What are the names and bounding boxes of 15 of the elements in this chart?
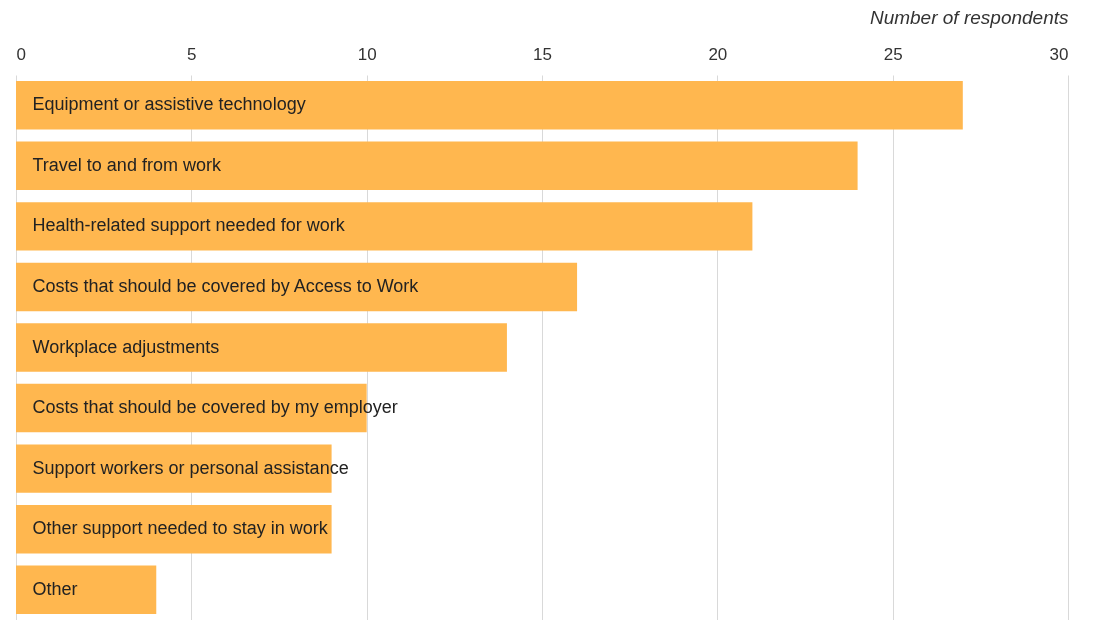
y-tick-label: Costs that should be covered by Access to Work: [32, 275, 420, 296]
y-tick-label: Travel to and from work: [32, 154, 222, 175]
y-tick-label: Equipment or assistive technology: [32, 94, 306, 115]
x-tick-label: 5: [187, 44, 197, 64]
x-tick-label: 0: [16, 44, 26, 64]
y-tick-label: Other support needed to stay in work: [32, 518, 329, 539]
x-tick-label: 25: [883, 44, 903, 64]
y-tick-label: Other: [32, 578, 78, 599]
y-tick-label: Health-related support needed for work: [32, 215, 346, 236]
x-axis-title: Number of respondents: [869, 6, 1069, 28]
y-tick-label: Workplace adjustments: [32, 336, 220, 357]
x-tick-label: 10: [357, 44, 377, 64]
x-tick-label: 15: [533, 44, 552, 64]
x-tick-label: 20: [708, 44, 728, 64]
x-tick-label: 30: [1049, 44, 1069, 64]
